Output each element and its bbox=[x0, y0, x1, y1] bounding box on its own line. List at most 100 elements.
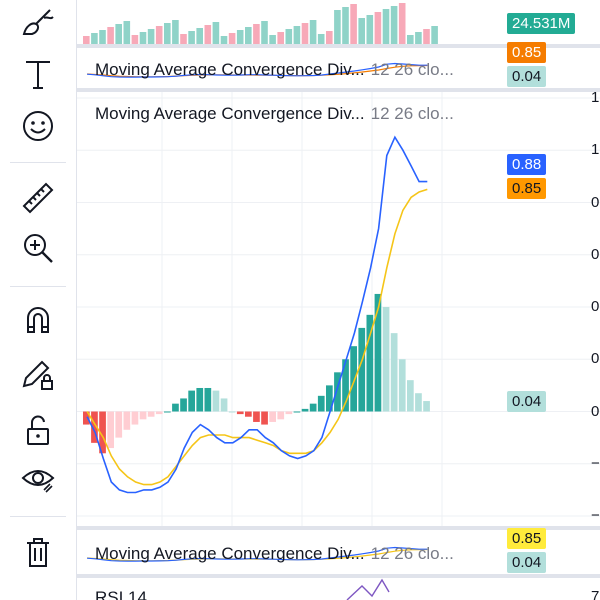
histogram-value-badge: 0.04 bbox=[507, 391, 547, 412]
histogram-bar bbox=[164, 411, 171, 413]
volume-bar bbox=[334, 10, 341, 44]
volume-bar bbox=[139, 32, 147, 44]
volume-bar bbox=[164, 23, 171, 44]
histogram-bar bbox=[91, 411, 98, 443]
volume-bar bbox=[358, 18, 365, 44]
histogram-bar bbox=[309, 403, 317, 412]
volume-bar bbox=[180, 34, 187, 44]
pane-divider[interactable] bbox=[77, 88, 600, 92]
volume-bar bbox=[326, 31, 333, 44]
signal-value-badge: 0.85 bbox=[507, 528, 547, 549]
macd-axis-tick: −0.20 bbox=[591, 454, 600, 472]
emoji-icon bbox=[23, 111, 53, 141]
volume-histogram bbox=[83, 3, 438, 44]
zoom-in-tool-button[interactable] bbox=[13, 226, 63, 270]
macd-value-badge: 0.88 bbox=[507, 154, 547, 175]
histogram-bar bbox=[390, 333, 398, 412]
volume-bar bbox=[99, 30, 106, 44]
emoji-tool-button[interactable] bbox=[13, 104, 63, 148]
histogram-bar bbox=[115, 411, 123, 438]
magnet-icon bbox=[27, 307, 49, 333]
histogram-bar bbox=[147, 411, 155, 417]
histogram-bar bbox=[180, 398, 187, 412]
volume-bar bbox=[317, 34, 325, 44]
rsi-line bbox=[346, 578, 390, 600]
signal-value-badge: 0.85 bbox=[507, 42, 547, 63]
macd-main-title: Moving Average Convergence Div... 12 26 c… bbox=[95, 104, 454, 124]
pane-divider[interactable] bbox=[77, 44, 600, 48]
volume-bar bbox=[228, 33, 236, 44]
volume-bar bbox=[147, 29, 155, 44]
lock-drawings-button[interactable] bbox=[13, 352, 63, 396]
unlock-icon bbox=[27, 415, 49, 445]
hide-drawings-button[interactable] bbox=[13, 456, 63, 500]
histogram-bar bbox=[415, 393, 422, 412]
volume-value-badge: 24.531M bbox=[507, 13, 576, 34]
histogram-bar bbox=[236, 411, 244, 415]
histogram-bar bbox=[261, 411, 268, 425]
volume-bar bbox=[407, 35, 414, 44]
histogram-bar bbox=[228, 411, 236, 413]
histogram-bar bbox=[212, 390, 220, 412]
volume-bar bbox=[123, 21, 131, 44]
histogram-bar bbox=[342, 359, 349, 412]
volume-bar bbox=[382, 9, 390, 44]
histogram-bar bbox=[285, 411, 293, 415]
macd-mini-lines bbox=[87, 62, 428, 78]
macd-axis-tick: 0.20 bbox=[591, 350, 600, 368]
volume-bar bbox=[309, 20, 317, 44]
histogram-bar bbox=[350, 346, 357, 412]
remove-drawings-button[interactable] bbox=[13, 530, 63, 574]
histogram-bar bbox=[196, 387, 204, 412]
volume-bar bbox=[131, 35, 139, 44]
histogram-bar bbox=[326, 385, 333, 412]
volume-bar bbox=[155, 26, 163, 44]
macd-axis-tick: 0.40 bbox=[591, 298, 600, 315]
volume-bar bbox=[212, 22, 220, 44]
histogram-bar bbox=[423, 401, 430, 412]
macd-axis-tick: 0.60 bbox=[591, 245, 600, 263]
text-icon bbox=[26, 61, 50, 89]
volume-bar bbox=[415, 32, 422, 44]
indicator-name: Moving Average Convergence Div... bbox=[95, 104, 365, 123]
volume-bar bbox=[83, 36, 90, 44]
macd-chart bbox=[77, 92, 600, 526]
brush-tool-button[interactable] bbox=[13, 0, 63, 44]
macd-axis-tick: 0.80 bbox=[591, 193, 600, 211]
text-tool-button[interactable] bbox=[13, 52, 63, 96]
macd-line bbox=[86, 135, 428, 494]
volume-bar bbox=[285, 29, 293, 44]
macd-axis-tick: 1.20 bbox=[591, 89, 600, 106]
histogram-bar bbox=[83, 411, 90, 425]
toolbar-separator bbox=[10, 162, 66, 163]
volume-bar bbox=[236, 30, 244, 44]
histogram-bar bbox=[204, 387, 212, 412]
volume-bar bbox=[91, 33, 98, 44]
toolbar-separator bbox=[10, 286, 66, 287]
volume-bar bbox=[293, 26, 301, 44]
signal-line bbox=[86, 188, 428, 486]
histogram-bar bbox=[334, 372, 341, 412]
histogram-bar bbox=[277, 411, 285, 420]
pane-divider[interactable] bbox=[77, 526, 600, 530]
toolbar-separator bbox=[10, 516, 66, 517]
macd-collapsed-title: Moving Average Convergence Div... 12 26 c… bbox=[95, 544, 454, 564]
histogram-value-badge: 0.04 bbox=[507, 552, 547, 573]
histogram-bar bbox=[407, 380, 414, 412]
brush-icon bbox=[22, 9, 54, 35]
indicator-params: 12 26 clo... bbox=[370, 544, 454, 563]
volume-bar bbox=[220, 36, 228, 44]
pane-divider[interactable] bbox=[77, 574, 600, 578]
ruler-tool-button[interactable] bbox=[13, 176, 63, 220]
macd-line bbox=[87, 546, 428, 562]
histogram-bar bbox=[301, 408, 309, 412]
histogram-bar bbox=[131, 411, 139, 425]
macd-mini-lines bbox=[87, 546, 428, 562]
unlock-button[interactable] bbox=[13, 408, 63, 452]
chart-area[interactable]: 24.531M Moving Average Convergence Div..… bbox=[77, 0, 600, 600]
volume-bar bbox=[390, 6, 398, 44]
volume-bar bbox=[253, 24, 260, 44]
magnet-tool-button[interactable] bbox=[13, 298, 63, 342]
zoom-in-icon bbox=[24, 234, 53, 263]
volume-bar bbox=[277, 32, 284, 44]
